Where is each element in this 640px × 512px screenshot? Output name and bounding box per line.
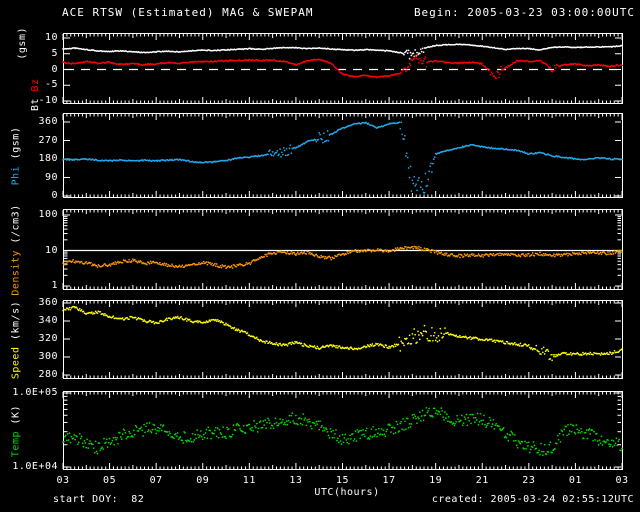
page-title: ACE RTSW (Estimated) MAG & SWEPAM <box>62 6 314 19</box>
y-axis-label-text: (/cm3) <box>10 203 22 250</box>
panel-temp <box>62 391 623 470</box>
start-doy-label: start DOY: 82 <box>53 494 145 505</box>
x-tick-label: 11 <box>242 475 256 486</box>
y-axis-label-density: Density (/cm3) <box>10 204 23 295</box>
y-tick-label: 1.0E+05 <box>12 387 58 398</box>
y-tick-label: 320 <box>38 333 58 344</box>
x-axis-label: UTC(hours) <box>314 487 380 498</box>
y-tick-label: -5 <box>44 79 58 91</box>
x-tick-label: 17 <box>382 475 396 486</box>
y-tick-label: 340 <box>38 315 58 326</box>
panel-phi <box>62 113 623 198</box>
y-tick-label: 5 <box>51 47 58 59</box>
y-axis-label-text: (gsm) <box>17 26 28 60</box>
y-axis-label-text: Temp <box>10 430 22 457</box>
y-tick-label: 10 <box>44 32 58 43</box>
y-axis-label-mag: (gsm) Bt Bz <box>16 27 42 111</box>
y-tick-label: 180 <box>38 153 58 164</box>
panel-speed <box>62 300 623 379</box>
x-tick-label: 19 <box>429 475 443 486</box>
begin-timestamp: Begin: 2005-03-23 03:00:00UTC <box>413 6 635 19</box>
y-tick-label: 300 <box>38 351 58 362</box>
y-axis-label-phi: Phi (gsm) <box>10 126 23 185</box>
y-tick-label: 360 <box>38 297 58 308</box>
y-axis-label-temp: Temp (K) <box>10 404 23 456</box>
y-tick-label: 280 <box>38 369 58 380</box>
panel-density <box>62 209 623 290</box>
y-axis-label-text: Speed <box>10 346 22 379</box>
series-phi <box>62 121 623 197</box>
series-speed <box>62 305 623 362</box>
y-axis-label-text: Density <box>10 249 22 296</box>
series-bz <box>62 53 623 80</box>
y-axis-label-text: (km/s) <box>10 300 22 347</box>
x-tick-label: 07 <box>149 475 163 486</box>
y-axis-label-text: Phi <box>10 165 22 185</box>
y-tick-label: 1 <box>51 280 58 291</box>
y-tick-label: 1.0E+04 <box>12 461 58 472</box>
y-tick-label: 90 <box>44 171 58 183</box>
panel-mag <box>62 33 623 104</box>
x-tick-label: 03 <box>615 475 629 486</box>
y-axis-label-speed: Speed (km/s) <box>10 300 23 378</box>
y-tick-label: -10 <box>38 95 58 106</box>
series-temp <box>62 406 623 457</box>
y-axis-label-text: Bt <box>30 90 41 111</box>
y-tick-label: 0 <box>51 190 58 201</box>
x-tick-label: 21 <box>475 475 489 486</box>
y-axis-label-text: Bz <box>30 77 41 91</box>
y-tick-label: 270 <box>38 134 58 146</box>
series-bt <box>62 43 623 60</box>
y-axis-label-text: (K) <box>10 404 22 431</box>
x-tick-label: 09 <box>196 475 210 486</box>
y-tick-label: 10 <box>44 244 58 256</box>
y-tick-label: 100 <box>38 209 58 220</box>
y-axis-label-text: (gsm) <box>10 126 22 166</box>
series-density <box>62 245 623 270</box>
y-tick-label: 360 <box>38 116 58 127</box>
x-tick-label: 01 <box>568 475 582 486</box>
y-tick-label: 0 <box>51 63 58 75</box>
x-tick-label: 03 <box>56 475 70 486</box>
created-timestamp: created: 2005-03-24 02:55:12UTC <box>431 494 634 505</box>
x-tick-label: 15 <box>335 475 350 486</box>
x-tick-label: 23 <box>522 475 536 486</box>
x-tick-label: 13 <box>289 475 303 486</box>
x-tick-label: 05 <box>103 475 117 486</box>
